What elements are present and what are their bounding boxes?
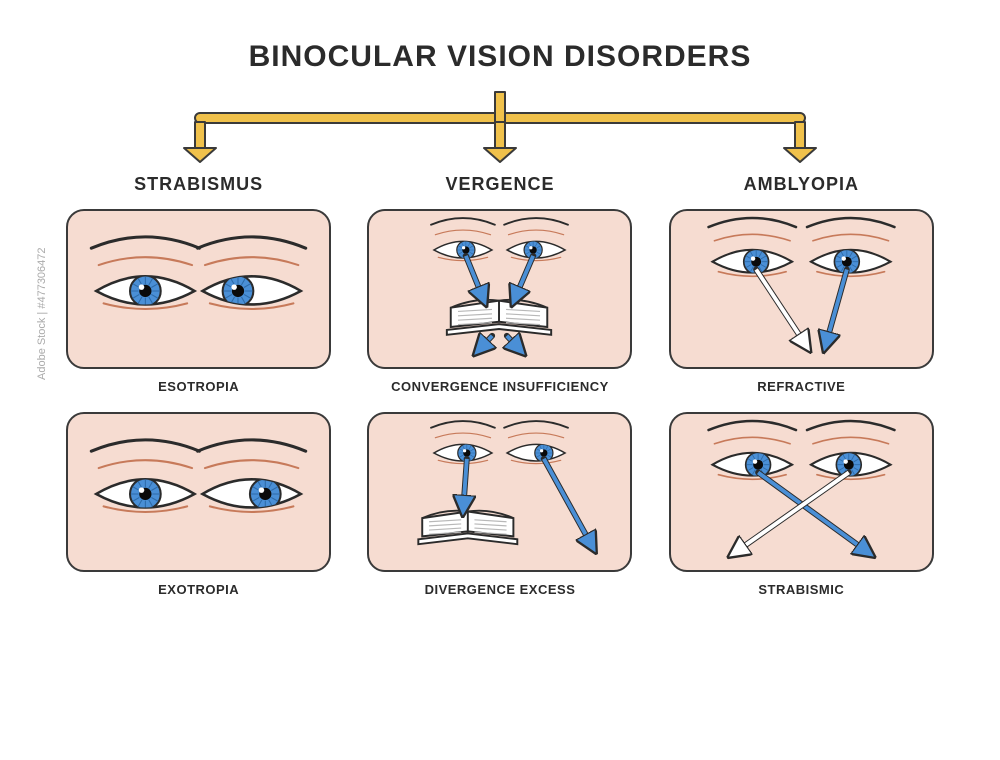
panel-caption: CONVERGENCE INSUFFICIENCY xyxy=(391,379,609,394)
panel-illustration xyxy=(68,211,329,367)
panel-wrap: ESOTROPIA xyxy=(66,209,331,394)
column: AMBLYOPIA REFRACTIVE STRABISMIC xyxy=(663,174,940,615)
panel-illustration xyxy=(369,414,630,570)
panel xyxy=(367,209,632,369)
panel-caption: EXOTROPIA xyxy=(158,582,239,597)
panel xyxy=(66,412,331,572)
column-title: VERGENCE xyxy=(445,174,554,195)
panel-caption: ESOTROPIA xyxy=(158,379,239,394)
panel xyxy=(66,209,331,369)
panel-caption: STRABISMIC xyxy=(758,582,844,597)
panel-wrap: STRABISMIC xyxy=(669,412,934,597)
panel-illustration xyxy=(671,414,932,570)
panel-illustration xyxy=(68,414,329,570)
panel-wrap: DIVERGENCE EXCESS xyxy=(367,412,632,597)
column: STRABISMUS ESOTROPIA EXOTROPIA xyxy=(60,174,337,615)
panel-illustration xyxy=(671,211,932,367)
branch-arrows xyxy=(120,84,880,174)
columns-row: STRABISMUS ESOTROPIA EXOTROPIA VERGENCE CONV… xyxy=(60,174,940,615)
panel-caption: DIVERGENCE EXCESS xyxy=(425,582,576,597)
panel-wrap: EXOTROPIA xyxy=(66,412,331,597)
panel xyxy=(669,412,934,572)
column-title: STRABISMUS xyxy=(134,174,263,195)
page-title: BINOCULAR VISION DISORDERS xyxy=(60,40,940,74)
panel-wrap: REFRACTIVE xyxy=(669,209,934,394)
column-title: AMBLYOPIA xyxy=(744,174,859,195)
panel-caption: REFRACTIVE xyxy=(757,379,845,394)
panel xyxy=(669,209,934,369)
watermark: Adobe Stock | #477306472 xyxy=(36,247,48,380)
panel-illustration xyxy=(369,211,630,367)
panel xyxy=(367,412,632,572)
column: VERGENCE CONVERGENCE INSUFFICIENCY DIVERGE… xyxy=(361,174,638,615)
panel-wrap: CONVERGENCE INSUFFICIENCY xyxy=(367,209,632,394)
